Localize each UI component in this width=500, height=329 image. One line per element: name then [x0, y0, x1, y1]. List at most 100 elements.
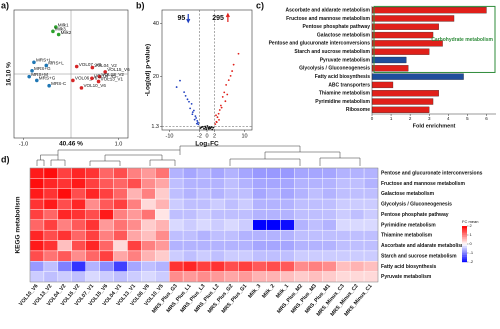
- point: [220, 106, 223, 109]
- up-arrow: [225, 12, 230, 22]
- bar: [371, 7, 487, 14]
- heatmap-cell: [85, 261, 100, 272]
- panel-label: b): [136, 0, 145, 10]
- plot-frame: [161, 9, 253, 131]
- heatmap-cell: [85, 250, 100, 262]
- heatmap-cell: [238, 167, 253, 179]
- heatmap-cell: [308, 271, 323, 283]
- point: [90, 76, 94, 81]
- category-label: Pentose and glucuronate interconversions: [269, 41, 371, 47]
- heatmap-cell: [29, 250, 45, 262]
- category-label: Galactose metabolism: [317, 32, 371, 38]
- colorbar-step: [462, 256, 467, 259]
- y-tick-label: 1.3: [151, 124, 159, 130]
- point: [201, 125, 204, 128]
- heatmap-cell: [210, 271, 226, 283]
- category-label: Ribosome: [346, 107, 370, 113]
- point: [44, 63, 49, 68]
- x-tick-label: 10: [241, 133, 247, 139]
- bar: [371, 73, 464, 80]
- heatmap-cell: [141, 219, 156, 231]
- heatmap-cell: [57, 240, 72, 252]
- heatmap-cell: [280, 271, 295, 283]
- heatmap-cell: [182, 167, 198, 179]
- heatmap-cell: [71, 188, 86, 200]
- point-label: MRS+G: [34, 66, 51, 71]
- row-label: Galactose metabolism: [381, 191, 435, 197]
- heatmap-cell: [252, 250, 267, 262]
- heatmap-cell: [224, 240, 240, 252]
- heatmap-cell: [155, 229, 170, 241]
- heatmap-cell: [182, 271, 198, 283]
- heatmap-cell: [196, 188, 212, 200]
- point-label: VOL15_V6: [107, 67, 130, 72]
- heatmap-cell: [155, 178, 170, 189]
- heatmap-cell: [71, 271, 86, 283]
- bar: [371, 81, 394, 89]
- colorbar-step: [462, 227, 467, 230]
- heatmap-cell: [168, 219, 184, 231]
- heatmap-cell: [266, 209, 281, 221]
- heatmap-cell: [322, 240, 337, 252]
- colorbar-step: [462, 235, 467, 237]
- heatmap-cell: [99, 209, 114, 221]
- heatmap-cell: [113, 219, 128, 231]
- x-tick-label: -1.0: [19, 141, 28, 147]
- x-tick-label: 2: [213, 133, 216, 139]
- heatmap-cell: [349, 261, 365, 272]
- row-label: Glycolysis / Gluconeogenesis: [381, 202, 452, 208]
- heatmap-cell: [336, 229, 351, 241]
- heatmap-cell: [224, 209, 240, 221]
- category-label: Fatty acid biosynthesis: [315, 74, 371, 80]
- heatmap-cell: [238, 271, 253, 283]
- heatmap-cell: [113, 209, 128, 221]
- point: [193, 118, 196, 121]
- heatmap-cell: [349, 240, 365, 252]
- point: [179, 79, 181, 82]
- panel-label: c): [256, 0, 264, 10]
- heatmap-cell: [43, 229, 59, 241]
- heatmap-cell: [182, 188, 198, 200]
- row-label: Pyruvate metabolism: [381, 274, 432, 280]
- heatmap-cell: [238, 209, 253, 221]
- heatmap-cell: [294, 178, 309, 189]
- heatmap-cell: [99, 271, 114, 283]
- heatmap-cell: [141, 188, 156, 200]
- heatmap-cell: [113, 229, 128, 241]
- point: [186, 98, 189, 101]
- point: [203, 127, 205, 130]
- colorbar-tick-label: 2: [470, 223, 473, 228]
- heatmap-cell: [280, 167, 295, 179]
- heatmap-cell: [127, 178, 142, 189]
- point: [32, 60, 36, 65]
- point: [231, 70, 234, 72]
- heatmap-cell: [349, 198, 365, 210]
- point: [191, 113, 194, 116]
- heatmap-cell: [85, 271, 100, 283]
- heatmap-cell: [349, 178, 365, 189]
- heatmap-cell: [252, 219, 267, 231]
- heatmap-cell: [308, 167, 323, 179]
- point: [184, 94, 187, 97]
- heatmap-cell: [29, 271, 45, 283]
- point: [97, 74, 102, 79]
- heatmap-cell: [99, 219, 114, 231]
- heatmap-cell: [349, 271, 365, 283]
- colorbar-step: [462, 244, 467, 246]
- heatmap-cell: [210, 209, 226, 221]
- heatmap-cell: [155, 167, 170, 179]
- heatmap-cell: [322, 198, 337, 210]
- down-count: 95: [177, 15, 185, 22]
- heatmap-cell: [280, 188, 295, 200]
- category-label: Pyruvate metabolism: [320, 57, 371, 63]
- heatmap-cell: [252, 209, 267, 221]
- heatmap-cell: [224, 219, 240, 231]
- x-tick-label: 4: [447, 116, 450, 121]
- heatmap-cell: [43, 271, 59, 283]
- heatmap-cell: [196, 167, 212, 179]
- point: [74, 64, 79, 69]
- point-label: MRS+G: [39, 76, 56, 81]
- x-axis-label: Log₂FC: [195, 141, 219, 148]
- heatmap-cell: [29, 209, 45, 221]
- heatmap-cell: [57, 261, 72, 272]
